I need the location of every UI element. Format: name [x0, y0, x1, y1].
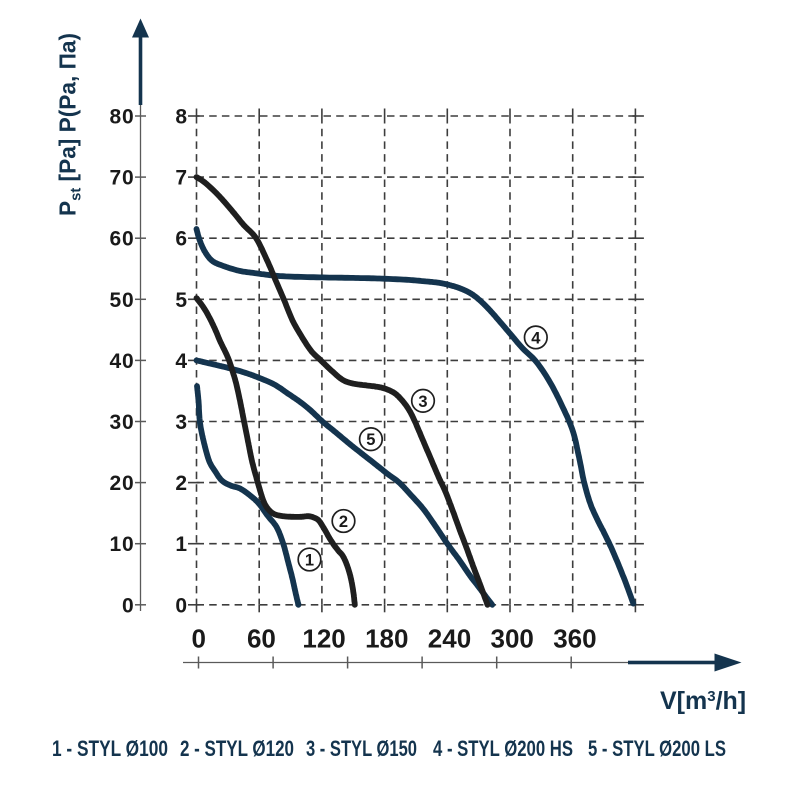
- svg-text:7: 7: [175, 167, 187, 190]
- svg-text:6: 6: [175, 228, 187, 251]
- svg-text:0: 0: [175, 594, 187, 617]
- svg-text:5: 5: [366, 431, 375, 449]
- svg-text:30: 30: [110, 411, 135, 434]
- svg-text:240: 240: [428, 624, 471, 654]
- svg-text:60: 60: [247, 624, 276, 654]
- svg-text:0: 0: [122, 594, 134, 617]
- svg-text:3 - STYL Ø150: 3 - STYL Ø150: [306, 736, 417, 761]
- svg-text:180: 180: [365, 624, 408, 654]
- svg-text:1: 1: [175, 533, 187, 556]
- svg-text:2 - STYL Ø120: 2 - STYL Ø120: [180, 736, 294, 761]
- svg-text:Pst [Pa] P(Pa, Па): Pst [Pa] P(Pa, Па): [55, 33, 85, 216]
- svg-text:3: 3: [175, 411, 187, 434]
- svg-text:50: 50: [110, 289, 135, 312]
- svg-text:360: 360: [553, 624, 596, 654]
- svg-text:4: 4: [175, 350, 187, 373]
- svg-text:300: 300: [491, 624, 534, 654]
- svg-text:40: 40: [110, 350, 135, 373]
- svg-text:0: 0: [191, 624, 205, 654]
- svg-text:1: 1: [305, 552, 314, 570]
- svg-text:20: 20: [110, 472, 135, 495]
- svg-text:4 - STYL Ø200 HS: 4 - STYL Ø200 HS: [433, 736, 573, 761]
- svg-text:2: 2: [339, 513, 348, 531]
- svg-text:3: 3: [418, 393, 427, 411]
- svg-text:120: 120: [302, 624, 345, 654]
- svg-text:1 - STYL Ø100: 1 - STYL Ø100: [52, 736, 168, 761]
- svg-text:10: 10: [110, 533, 135, 556]
- svg-text:70: 70: [110, 167, 135, 190]
- svg-text:60: 60: [110, 228, 135, 251]
- svg-text:2: 2: [175, 472, 187, 495]
- svg-text:V[m3/h]: V[m3/h]: [660, 687, 746, 715]
- svg-text:5: 5: [175, 289, 187, 312]
- svg-text:4: 4: [531, 329, 541, 347]
- svg-text:80: 80: [110, 106, 135, 129]
- svg-text:5 - STYL Ø200 LS: 5 - STYL Ø200 LS: [588, 736, 726, 761]
- svg-text:8: 8: [175, 106, 187, 129]
